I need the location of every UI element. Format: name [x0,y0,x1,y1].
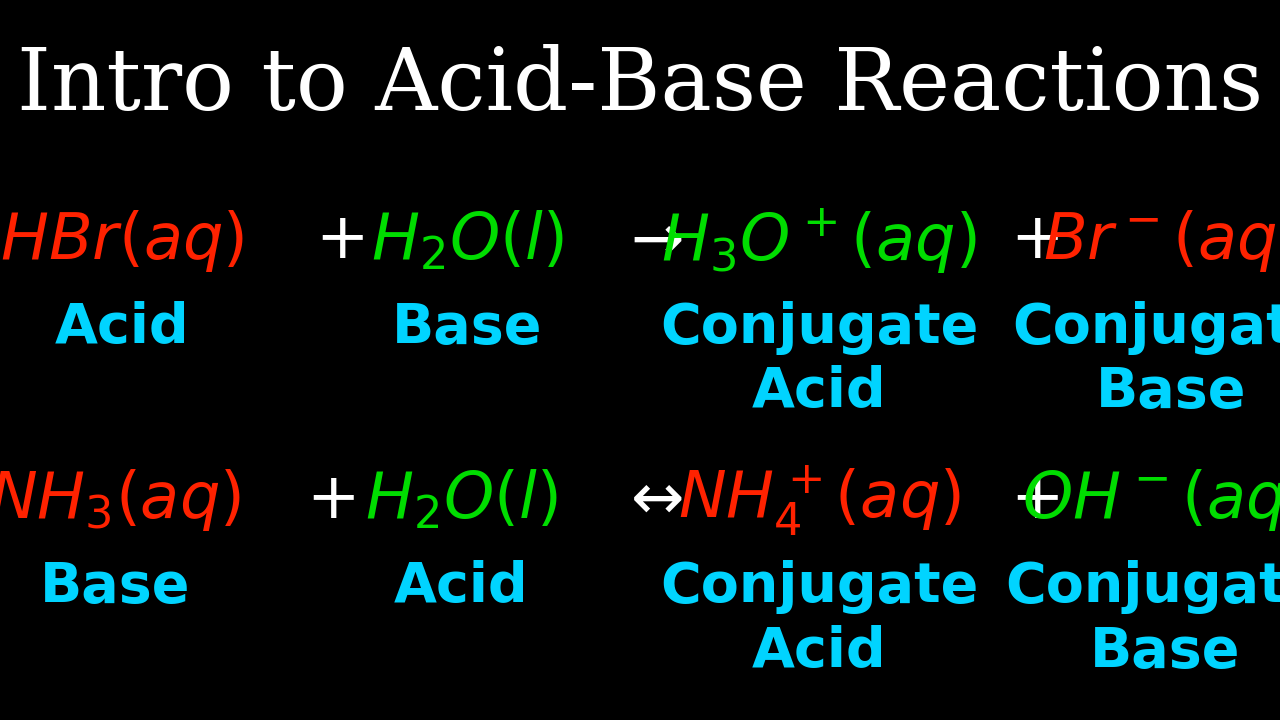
Text: $OH^-(aq)$: $OH^-(aq)$ [1021,467,1280,534]
Text: $NH_4^+(aq)$: $NH_4^+(aq)$ [677,464,961,537]
Text: Base: Base [40,560,191,613]
Text: Base: Base [392,301,543,354]
Text: $+$: $+$ [1010,469,1059,531]
Text: Conjugate: Conjugate [1006,560,1280,613]
Text: Acid: Acid [751,365,887,419]
Text: Base: Base [1089,624,1240,678]
Text: $+$: $+$ [315,210,364,272]
Text: Conjugate: Conjugate [660,301,978,354]
Text: Acid: Acid [751,624,887,678]
Text: $+$: $+$ [1010,210,1059,272]
Text: Conjugate: Conjugate [660,560,978,613]
Text: $NH_3(aq)$: $NH_3(aq)$ [0,467,241,534]
Text: $\rightarrow$: $\rightarrow$ [618,210,682,272]
Text: Base: Base [1096,365,1247,419]
Text: $H_3O^+(aq)$: $H_3O^+(aq)$ [662,207,977,276]
Text: $\leftrightarrow$: $\leftrightarrow$ [618,469,682,531]
Text: $Br^-(aq)$: $Br^-(aq)$ [1043,208,1280,274]
Text: $+$: $+$ [306,469,355,531]
Text: Intro to Acid-Base Reactions: Intro to Acid-Base Reactions [17,45,1263,128]
Text: $HBr(aq)$: $HBr(aq)$ [0,208,243,274]
Text: $H_2O(l)$: $H_2O(l)$ [371,210,563,273]
Text: Acid: Acid [393,560,529,613]
Text: $H_2O(l)$: $H_2O(l)$ [365,469,557,532]
Text: Acid: Acid [54,301,189,354]
Text: Conjugate: Conjugate [1012,301,1280,354]
